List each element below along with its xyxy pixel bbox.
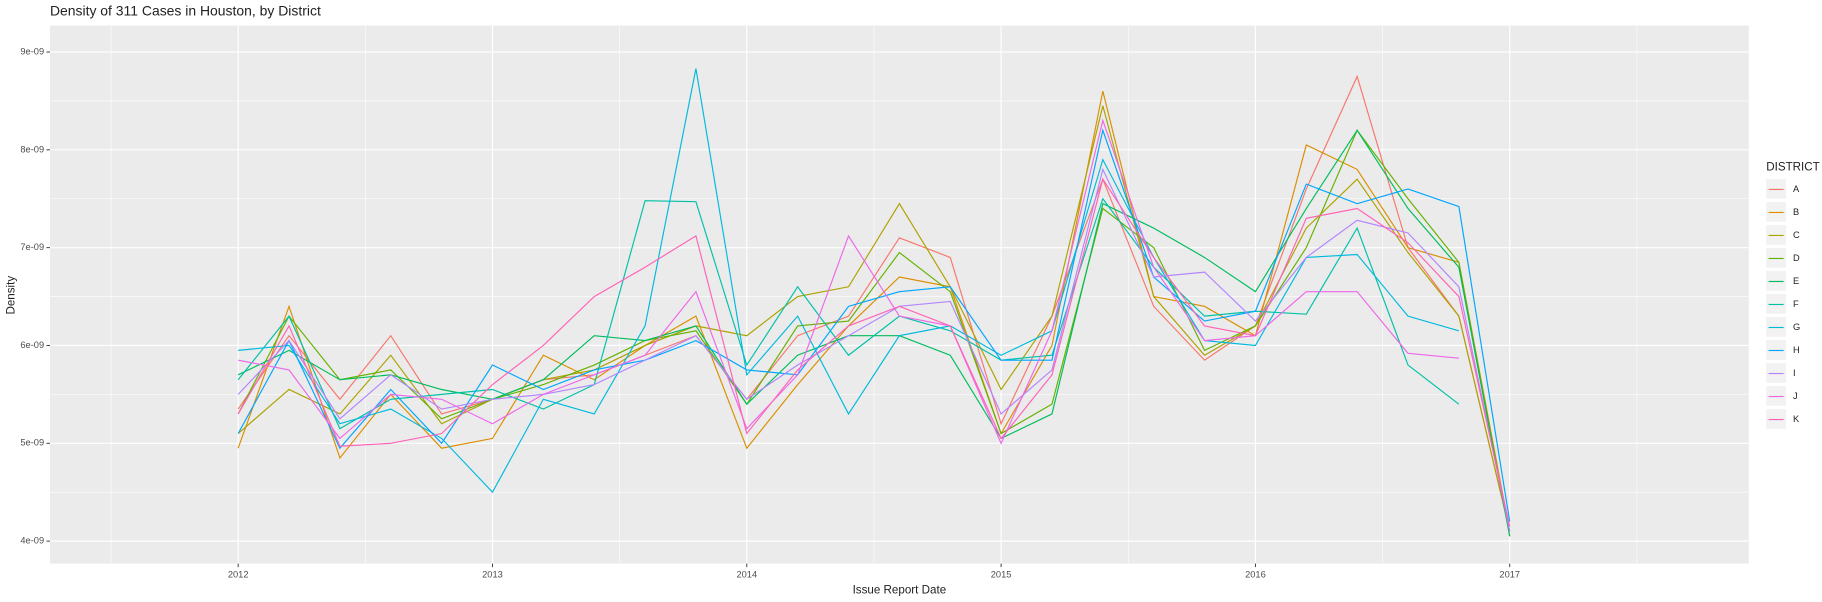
plot-panel: [49, 25, 1749, 564]
series-line: [237, 129, 1511, 537]
legend-label: J: [1793, 391, 1798, 401]
y-tick-label: 6e-09: [20, 340, 44, 350]
legend-label: A: [1793, 184, 1800, 194]
legend-label: G: [1793, 322, 1800, 332]
legend-label: B: [1793, 207, 1799, 217]
x-tick-label: 2017: [1499, 570, 1520, 580]
legend-label: H: [1793, 345, 1800, 355]
chart-title: Density of 311 Cases in Houston, by Dist…: [50, 2, 321, 18]
legend-label: E: [1793, 276, 1799, 286]
legend-title: DISTRICT: [1766, 160, 1820, 173]
x-tick-label: 2012: [228, 570, 249, 580]
y-tick-label: 7e-09: [20, 242, 44, 252]
series-line: [238, 68, 1460, 494]
x-tick-label: 2015: [991, 570, 1012, 580]
y-tick-label: 8e-09: [20, 144, 44, 154]
series-line: [237, 128, 1511, 522]
y-tick-label: 9e-09: [20, 46, 44, 56]
legend-label: I: [1793, 368, 1796, 378]
series-line: [237, 105, 1511, 532]
x-tick-label: 2013: [482, 570, 503, 580]
legend-label: K: [1793, 414, 1800, 424]
x-axis-label: Issue Report Date: [853, 583, 947, 596]
series-line: [237, 177, 1511, 527]
y-tick-label: 4e-09: [20, 536, 44, 546]
legend-label: C: [1793, 230, 1800, 240]
x-tick-label: 2016: [1245, 570, 1266, 580]
y-tick-label: 5e-09: [20, 438, 44, 448]
y-axis-label: Density: [5, 276, 18, 315]
x-tick-label: 2014: [736, 570, 757, 580]
series-line: [237, 167, 1511, 532]
legend-label: D: [1793, 253, 1800, 263]
legend-label: F: [1793, 299, 1799, 309]
